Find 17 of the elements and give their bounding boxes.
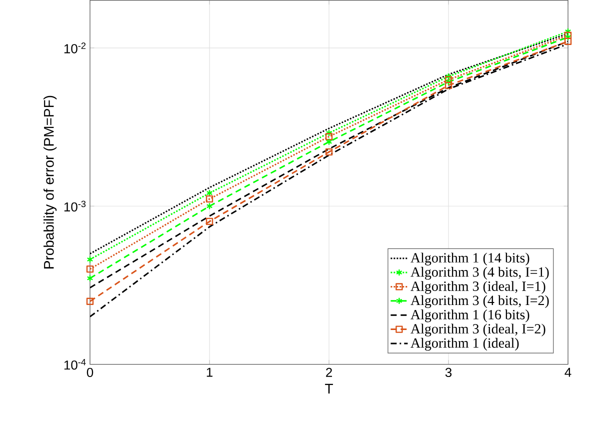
x-axis-title: T — [325, 384, 333, 394]
legend-label: Algorithm 3 (4 bits, I=1) — [410, 266, 549, 280]
y-axis-title: Probability of error (PM=PF) — [44, 96, 57, 268]
y-tick-label: 10$^{-3}$ — [64, 200, 86, 212]
legend-label: Algorithm 1 (16 bits) — [410, 309, 530, 322]
x-tick-label: 1 — [206, 368, 212, 377]
x-tick-label: 3 — [445, 368, 452, 377]
x-tick-label: 4 — [564, 368, 572, 377]
x-tick-label: 0 — [86, 368, 94, 377]
y-tick-label: 10$^{-2}$ — [64, 42, 86, 54]
y-tick-label: 10$^{-4}$ — [64, 358, 86, 370]
x-tick-label: 2 — [326, 368, 332, 377]
legend-label: Algorithm 3 (ideal, I=1) — [410, 280, 546, 294]
legend-label: Algorithm 3 (4 bits, I=2) — [410, 295, 549, 308]
legend-label: Algorithm 1 (ideal) — [410, 338, 519, 350]
legend-label: Algorithm 1 (14 bits) — [410, 252, 530, 266]
legend-label: Algorithm 3 (ideal, I=2) — [410, 324, 546, 336]
